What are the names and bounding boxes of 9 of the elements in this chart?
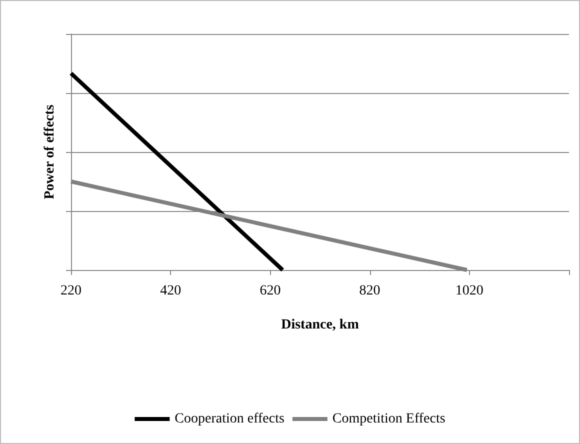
x-tick-label: 620 [260,284,281,298]
x-tick-label: 420 [160,284,182,298]
legend-label: Competition Effects [332,412,446,426]
x-axis-title: Distance, km [281,318,360,332]
y-axis-title: Power of effects [42,104,58,200]
x-tick-label: 220 [60,284,82,298]
x-tick-label: 820 [359,284,380,298]
legend-label: Cooperation effects [174,412,284,426]
x-tick-label: 1020 [455,284,484,298]
